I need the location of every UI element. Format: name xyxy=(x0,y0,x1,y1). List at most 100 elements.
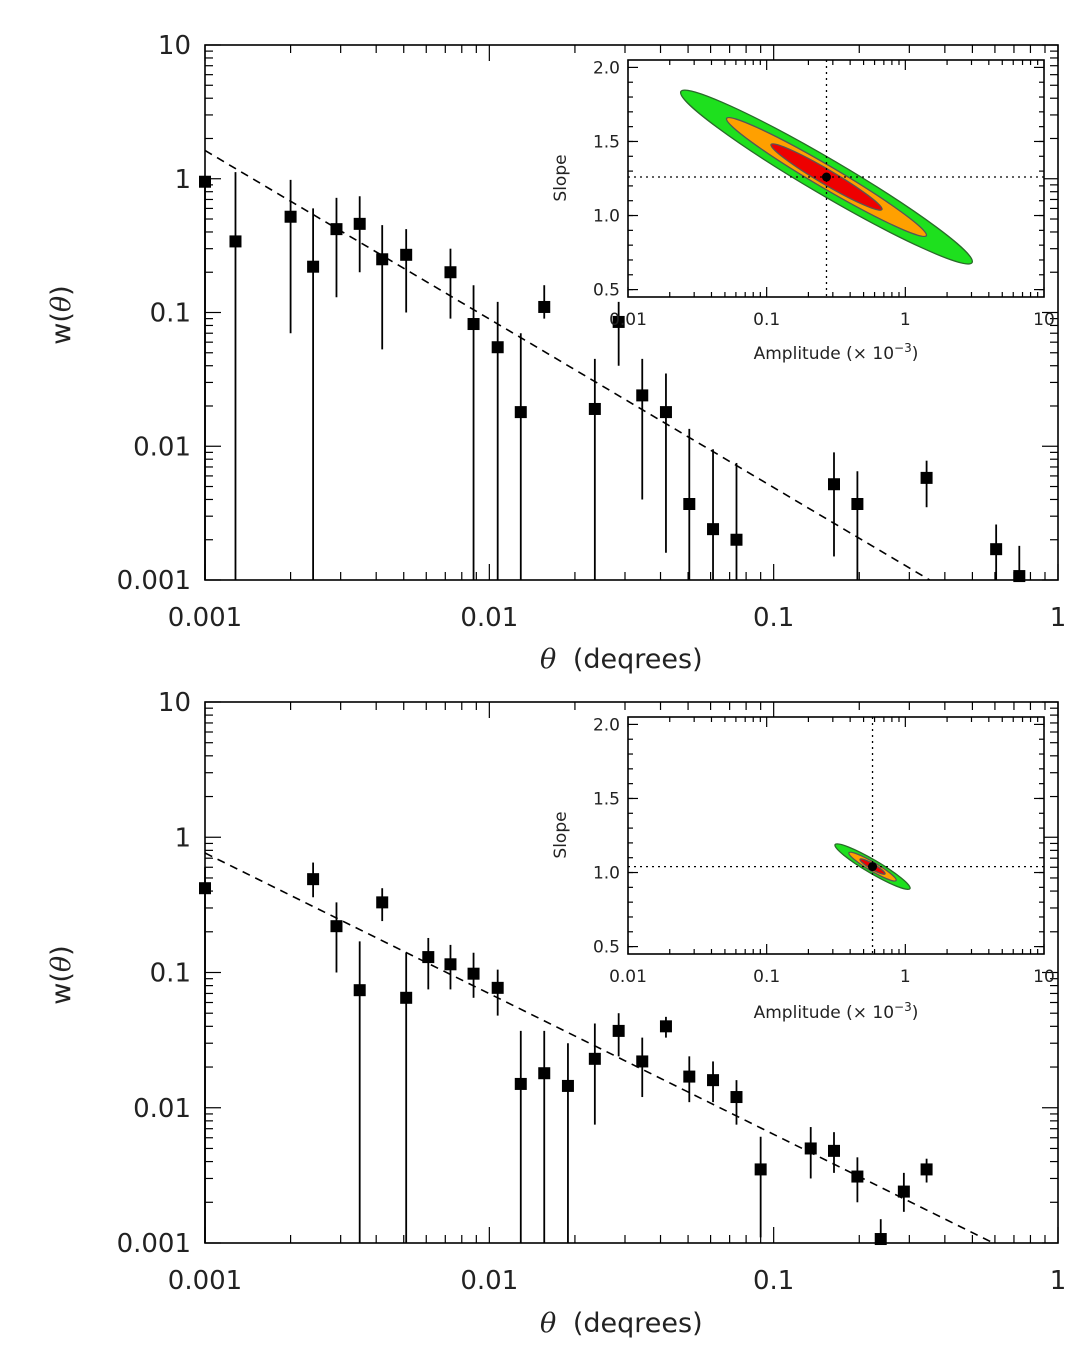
inset-y-tick-label: 1.5 xyxy=(593,789,620,809)
bottom-data-points xyxy=(199,862,933,1246)
data-point xyxy=(199,882,211,895)
bottom-inset-y-label: Slope xyxy=(551,811,571,858)
x-tick-label: 0.001 xyxy=(168,603,242,633)
data-point xyxy=(897,1185,910,1198)
data-point xyxy=(330,920,343,933)
data-point xyxy=(353,984,366,997)
data-point xyxy=(920,471,933,484)
inset-x-tick-label: 1 xyxy=(900,310,911,330)
inset-y-tick-label: 2.0 xyxy=(593,58,620,78)
bottom-panel: 0.001 0.01 0.1 1 0.001 0.01 0.1 1 10 θ (deqrees)… xyxy=(46,688,1066,1339)
bottom-axis-ticks: 0.001 0.01 0.1 1 0.001 0.01 0.1 1 10 xyxy=(117,688,1067,1296)
top-inset: 0.01 0.1 1 10 0.5 1.0 1.5 2.0 Amplitude (× 10−3… xyxy=(551,58,1055,364)
data-point xyxy=(491,981,504,994)
top-y-axis-label: w(θ) xyxy=(46,285,77,344)
data-point xyxy=(659,406,672,419)
y-tick-label: 0.1 xyxy=(150,299,191,329)
data-point xyxy=(491,341,504,354)
data-point xyxy=(307,260,320,273)
inset-x-tick-label: 10 xyxy=(1033,310,1055,330)
data-point xyxy=(284,210,297,223)
data-point xyxy=(467,318,480,331)
data-point xyxy=(538,1067,551,1080)
data-point xyxy=(920,1163,933,1176)
y-tick-label: 10 xyxy=(158,688,191,718)
data-point xyxy=(636,389,649,402)
data-point xyxy=(514,1077,527,1090)
inset-y-tick-label: 2.0 xyxy=(593,715,620,735)
data-point xyxy=(229,235,242,248)
data-point xyxy=(707,523,720,536)
data-point xyxy=(422,951,435,964)
x-tick-label: 1 xyxy=(1050,603,1067,633)
y-tick-label: 0.01 xyxy=(133,1094,191,1124)
top-panel: 0.001 0.01 0.1 1 0.001 0.01 0.1 1 10 θ (deqrees)… xyxy=(46,31,1066,675)
data-point xyxy=(707,1074,720,1087)
data-point xyxy=(683,1070,696,1083)
y-tick-label: 0.01 xyxy=(133,432,191,462)
data-point xyxy=(561,1079,574,1092)
y-tick-label: 1 xyxy=(174,165,191,195)
y-tick-label: 0.001 xyxy=(117,1229,191,1259)
inset-y-tick-label: 1.5 xyxy=(593,132,620,152)
top-axis-ticks: 0.001 0.01 0.1 1 0.001 0.01 0.1 1 10 xyxy=(117,31,1067,633)
top-inset-y-label: Slope xyxy=(551,154,571,201)
top-inset-ticks: 0.01 0.1 1 10 0.5 1.0 1.5 2.0 xyxy=(593,58,1055,330)
data-point xyxy=(827,478,840,491)
inset-x-tick-label: 0.01 xyxy=(609,967,647,987)
data-point xyxy=(376,896,389,909)
bottom-inset: 0.01 0.1 1 10 0.5 1.0 1.5 2.0 Amplitude (× 10−3… xyxy=(551,715,1055,1023)
data-point xyxy=(400,991,413,1004)
top-fit-line xyxy=(205,149,931,580)
data-point xyxy=(659,1020,672,1033)
inset-x-tick-label: 0.1 xyxy=(753,310,780,330)
inset-y-tick-label: 1.0 xyxy=(593,207,620,227)
data-point xyxy=(400,248,413,261)
inset-x-tick-label: 0.01 xyxy=(609,310,647,330)
data-point xyxy=(827,1144,840,1157)
bottom-inset-ticks: 0.01 0.1 1 10 0.5 1.0 1.5 2.0 xyxy=(593,715,1055,987)
bottom-inset-x-label: Amplitude (× 10−3) xyxy=(754,1000,919,1023)
x-tick-label: 0.001 xyxy=(168,1266,242,1296)
x-tick-label: 0.01 xyxy=(460,1266,518,1296)
data-point xyxy=(990,543,1003,556)
inset-y-tick-label: 0.5 xyxy=(593,938,620,958)
data-point xyxy=(307,873,320,886)
top-inset-frame xyxy=(627,59,1045,298)
x-tick-label: 0.01 xyxy=(460,603,518,633)
data-point xyxy=(199,175,211,188)
best-fit-point xyxy=(868,862,878,872)
y-tick-label: 0.001 xyxy=(117,566,191,596)
data-point xyxy=(538,300,551,313)
y-tick-label: 10 xyxy=(158,31,191,61)
top-x-axis-label: θ (deqrees) xyxy=(540,644,703,675)
data-point xyxy=(730,533,743,546)
top-data-points xyxy=(199,172,1026,583)
x-tick-label: 1 xyxy=(1050,1266,1067,1296)
x-tick-label: 0.1 xyxy=(753,1266,794,1296)
data-point xyxy=(588,1052,601,1065)
data-point xyxy=(683,498,696,511)
data-point xyxy=(376,253,389,266)
bottom-x-axis-label: θ (deqrees) xyxy=(540,1308,703,1339)
data-point xyxy=(636,1055,649,1068)
data-point xyxy=(444,958,457,971)
power-law-fit-line xyxy=(205,149,931,580)
inset-x-tick-label: 10 xyxy=(1033,967,1055,987)
y-tick-label: 0.1 xyxy=(150,959,191,989)
data-point xyxy=(612,1024,625,1037)
data-point xyxy=(330,223,343,236)
top-inset-best-fit-lines xyxy=(628,60,1044,297)
data-point xyxy=(353,217,366,230)
data-point xyxy=(612,315,625,328)
bottom-inset-frame xyxy=(627,716,1045,955)
y-tick-label: 1 xyxy=(174,823,191,853)
x-tick-label: 0.1 xyxy=(753,603,794,633)
bottom-inset-background xyxy=(628,717,1044,954)
data-point xyxy=(444,266,457,279)
data-point xyxy=(851,498,864,511)
data-point xyxy=(874,1233,887,1246)
data-point xyxy=(467,967,480,980)
inset-y-tick-label: 1.0 xyxy=(593,864,620,884)
